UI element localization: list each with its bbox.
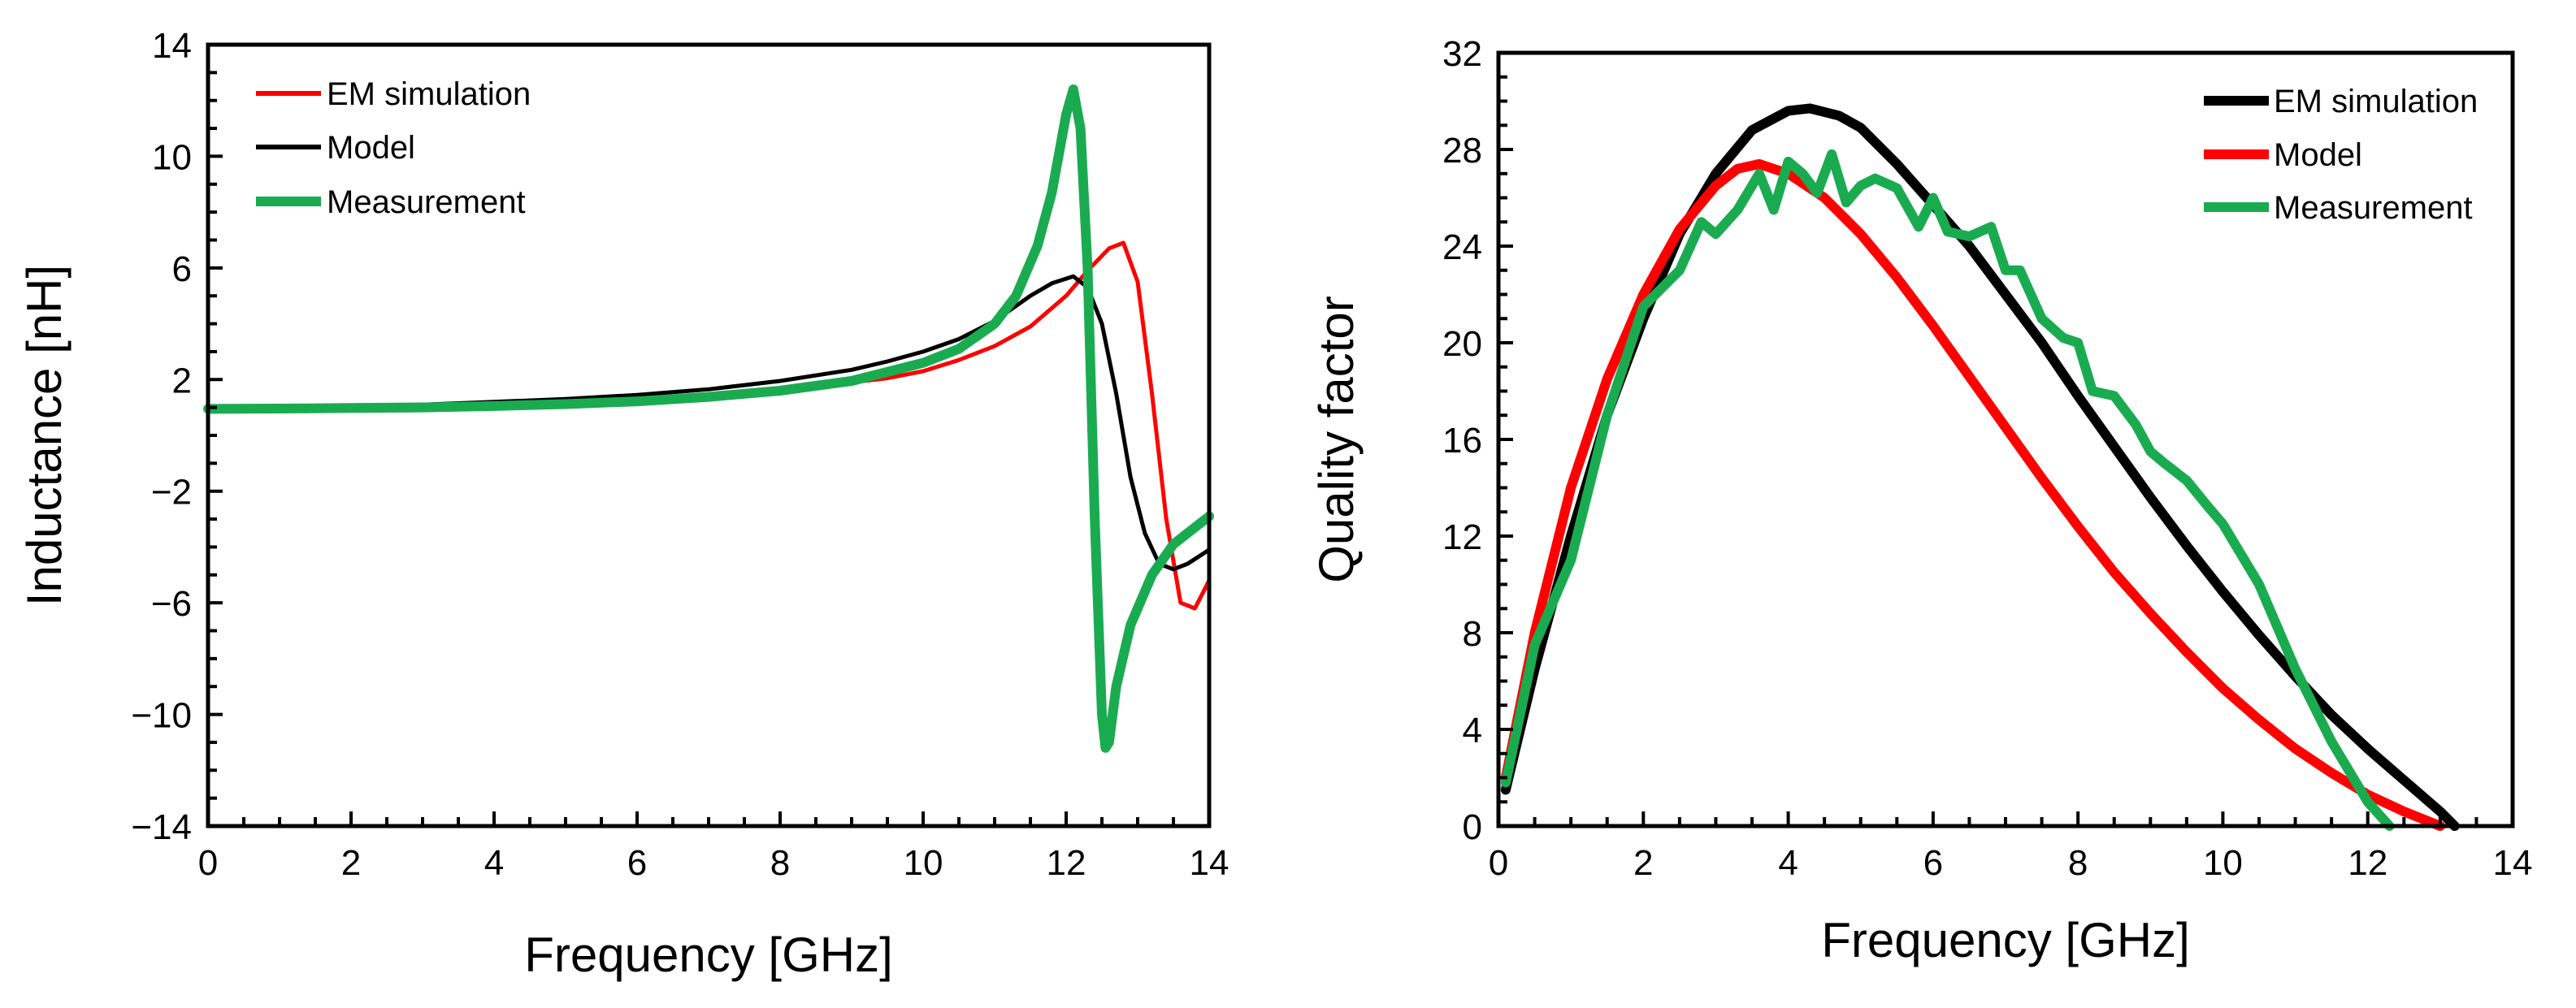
x-tick-label: 2: [341, 843, 361, 883]
y-tick-label: 8: [1463, 614, 1482, 654]
y-tick-label: 10: [152, 137, 192, 177]
quality-factor-y-axis-label: Quality factor: [1309, 296, 1364, 582]
y-tick-label: 2: [172, 361, 192, 400]
series-line-em-simulation: [206, 240, 1212, 611]
series-line-measurement: [203, 84, 1214, 753]
x-tick-label: 14: [2493, 843, 2533, 883]
quality-factor-x-tick-labels: 0 2 4 6 8 10 12 14: [1489, 843, 2533, 883]
legend-label-measurement: Measurement: [2274, 190, 2473, 226]
y-tick-label: 24: [1442, 227, 1482, 267]
legend-label-em-simulation: EM simulation: [327, 76, 531, 112]
x-tick-label: 14: [1190, 843, 1229, 883]
quality-factor-ticks: [1497, 51, 2514, 828]
inductance-chart: 0 2 4 6 8 10 12 14 −14 −10 −6 −2 2 6 10 …: [17, 26, 1229, 982]
x-tick-label: 2: [1633, 843, 1653, 883]
series-line-measurement: [1500, 149, 2395, 831]
y-tick-label: 12: [1442, 517, 1482, 557]
quality-factor-legend: EM simulation Model Measurement: [2204, 84, 2478, 226]
x-tick-label: 10: [2203, 843, 2243, 883]
y-tick-label: 28: [1442, 131, 1482, 171]
legend-label-model: Model: [2274, 137, 2362, 173]
y-tick-label: −6: [151, 584, 192, 624]
series-line-model: [1500, 158, 2445, 831]
series-line-model: [206, 274, 1212, 572]
y-tick-label: −10: [131, 696, 192, 736]
legend-label-measurement: Measurement: [327, 184, 526, 220]
inductance-series-group: [203, 84, 1214, 753]
quality-factor-x-axis-label: Frequency [GHz]: [1821, 913, 2190, 967]
x-tick-label: 6: [627, 843, 647, 883]
inductance-legend: EM simulation Model Measurement: [256, 76, 531, 220]
x-tick-label: 0: [198, 843, 218, 883]
quality-factor-chart: 0 2 4 6 8 10 12 14 0 4 8 12 16 20 24 28 …: [1309, 34, 2532, 967]
x-tick-label: 8: [2068, 843, 2088, 883]
x-tick-label: 6: [1923, 843, 1943, 883]
legend-label-model: Model: [327, 130, 415, 166]
x-tick-label: 8: [770, 843, 790, 883]
inductance-x-axis-label: Frequency [GHz]: [524, 928, 893, 982]
inductance-y-axis-label: Inductance [nH]: [17, 265, 72, 606]
x-tick-label: 4: [1778, 843, 1798, 883]
y-tick-label: 20: [1442, 324, 1482, 364]
inductance-y-tick-labels: −14 −10 −6 −2 2 6 10 14: [131, 26, 192, 847]
y-tick-label: −2: [151, 473, 192, 513]
quality-factor-series-group: [1500, 103, 2460, 831]
y-tick-label: −14: [131, 807, 192, 847]
y-tick-label: 32: [1442, 34, 1482, 74]
inductance-x-tick-labels: 0 2 4 6 8 10 12 14: [198, 843, 1229, 883]
quality-factor-y-tick-labels: 0 4 8 12 16 20 24 28 32: [1442, 34, 1482, 847]
y-tick-label: 4: [1463, 711, 1482, 751]
y-tick-label: 16: [1442, 421, 1482, 461]
x-tick-label: 12: [2348, 843, 2387, 883]
x-tick-label: 10: [904, 843, 943, 883]
y-tick-label: 6: [172, 249, 192, 289]
legend-label-em-simulation: EM simulation: [2274, 84, 2478, 119]
x-tick-label: 12: [1047, 843, 1086, 883]
inductance-ticks: [206, 43, 1211, 828]
x-tick-label: 0: [1489, 843, 1508, 883]
y-tick-label: 0: [1463, 807, 1482, 847]
x-tick-label: 4: [484, 843, 504, 883]
y-tick-label: 14: [152, 26, 192, 66]
